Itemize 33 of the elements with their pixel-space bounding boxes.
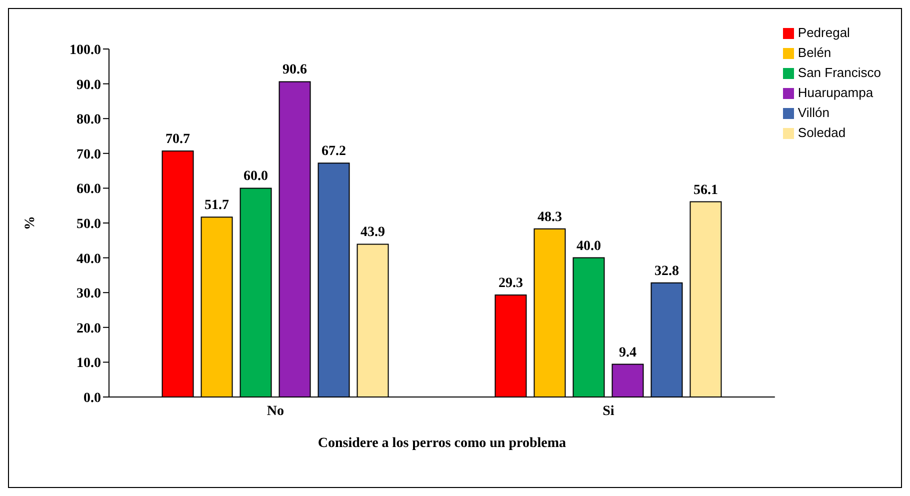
- y-tick-label: 50.0: [76, 216, 101, 232]
- legend-label: San Francisco: [798, 65, 881, 80]
- y-axis-title: %: [22, 216, 38, 230]
- data-label: 90.6: [282, 62, 308, 78]
- y-tick-label: 40.0: [76, 252, 101, 267]
- data-label: 32.8: [654, 264, 679, 279]
- legend-label: Huarupampa: [798, 85, 874, 100]
- x-axis-title: Considere a los perros como un problema: [318, 436, 566, 451]
- data-label: 43.9: [360, 225, 386, 240]
- data-label: 56.1: [693, 182, 718, 198]
- legend-label: Villón: [798, 105, 830, 120]
- legend-label: Pedregal: [798, 25, 850, 40]
- data-label: 40.0: [576, 238, 601, 254]
- data-label: 51.7: [204, 198, 230, 214]
- data-label: 67.2: [322, 144, 346, 160]
- y-tick-label: 70.0: [76, 147, 101, 162]
- y-tick-label: 80.0: [76, 112, 101, 128]
- y-tick-label: 10.0: [76, 356, 101, 372]
- x-tick-label: Si: [602, 404, 614, 419]
- legend-label: Soledad: [798, 125, 846, 140]
- data-label: 9.4: [618, 345, 636, 360]
- y-tick-label: 100.0: [70, 42, 101, 58]
- x-tick-label: No: [266, 404, 284, 419]
- y-tick-label: 20.0: [76, 321, 101, 336]
- legend-label: Belén: [798, 45, 832, 60]
- y-tick-label: 0.0: [84, 390, 101, 406]
- y-tick-label: 60.0: [76, 182, 101, 198]
- data-label: 60.0: [244, 169, 268, 184]
- y-tick-label: 30.0: [76, 286, 101, 302]
- data-label: 48.3: [537, 210, 562, 225]
- data-label: 29.3: [498, 276, 523, 292]
- data-label: 70.7: [166, 132, 190, 147]
- y-tick-label: 90.0: [76, 78, 101, 93]
